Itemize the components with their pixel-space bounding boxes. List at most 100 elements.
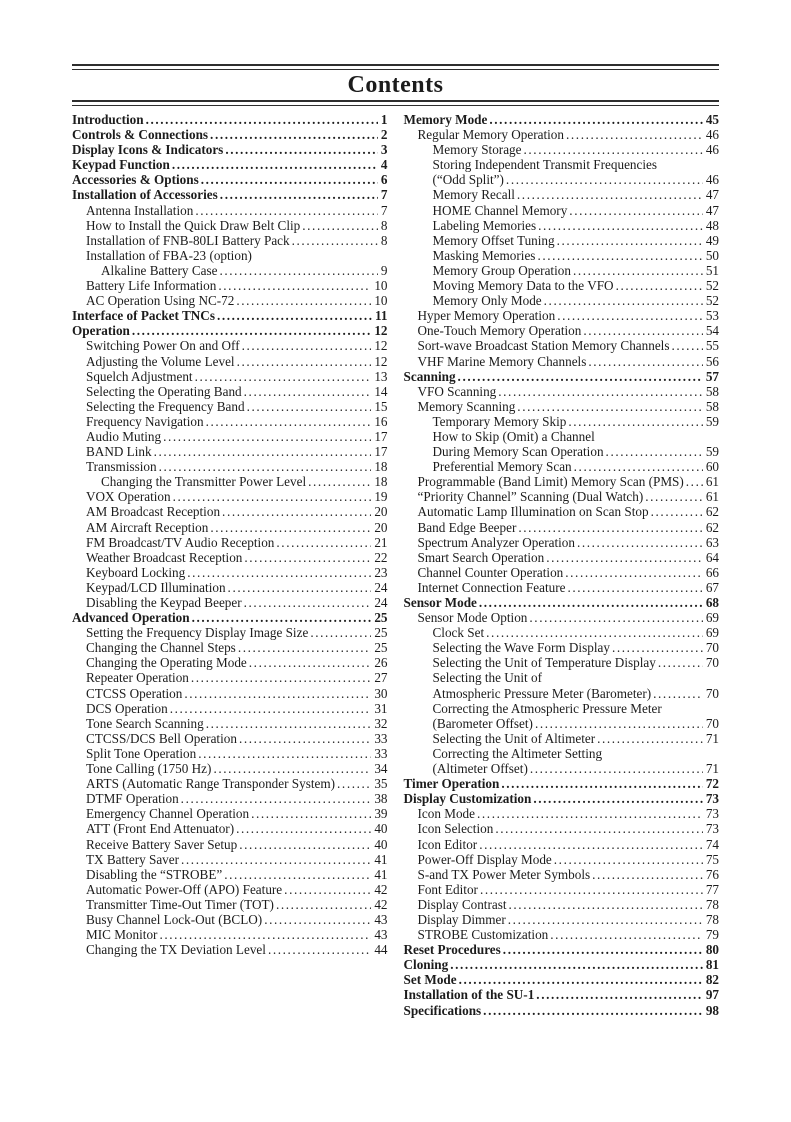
toc-entry: VHF Marine Memory Channels 56	[404, 354, 720, 369]
toc-entry: Split Tone Operation 33	[72, 746, 388, 761]
dot-leader	[195, 369, 372, 384]
toc-entry-page: 32	[374, 715, 388, 731]
toc-entry-page: 40	[374, 836, 388, 852]
toc-entry-label: Changing the Operating Mode	[86, 655, 247, 671]
toc-entry: Selecting the Unit of	[404, 670, 720, 685]
toc-entry-page: 3	[380, 142, 388, 158]
toc-entry: Emergency Channel Operation 39	[72, 806, 388, 821]
toc-entry-page: 61	[705, 474, 719, 490]
dot-leader	[498, 384, 703, 399]
toc-entry-label: Audio Muting	[86, 428, 162, 444]
toc-entry-page: 56	[705, 353, 719, 369]
toc-entry-label: DCS Operation	[86, 700, 168, 716]
toc-entry-label: Memory Recall	[432, 187, 515, 203]
dot-leader	[538, 218, 703, 233]
toc-entry-page: 12	[374, 338, 388, 354]
toc-entry-label: Accessories & Options	[72, 172, 199, 188]
toc-entry-page: 80	[705, 942, 719, 958]
dot-leader	[244, 595, 372, 610]
toc-entry-page: 63	[705, 534, 719, 550]
dot-leader	[489, 112, 702, 127]
dot-leader	[583, 323, 702, 338]
toc-entry-label: Interface of Packet TNCs	[72, 308, 215, 324]
toc-entry-label: Squelch Adjustment	[86, 368, 193, 384]
toc-entry: Alkaline Battery Case 9	[72, 263, 388, 278]
dot-leader	[217, 308, 372, 323]
toc-entry-label: Disabling the “STROBE”	[86, 866, 223, 882]
toc-entry-page: 17	[374, 444, 388, 460]
toc-entry: Memory Scanning 58	[404, 399, 720, 414]
toc-entry: Icon Mode 73	[404, 806, 720, 821]
toc-entry-label: Display Contrast	[417, 896, 507, 912]
dot-leader	[337, 776, 371, 791]
dot-leader	[597, 731, 703, 746]
toc-entry-label: Sort-wave Broadcast Station Memory Chann…	[417, 338, 670, 354]
dot-leader	[612, 640, 703, 655]
toc-entry-label: Spectrum Analyzer Operation	[417, 534, 575, 550]
toc-entry-page: 45	[705, 112, 719, 127]
dot-leader	[276, 535, 371, 550]
toc-entry: S-and TX Power Meter Symbols 76	[404, 867, 720, 882]
toc-entry: Keyboard Locking 23	[72, 565, 388, 580]
toc-entry-label: Adjusting the Volume Level	[86, 353, 235, 369]
toc-entry: Changing the Operating Mode 26	[72, 655, 388, 670]
toc-entry-label: Split Tone Operation	[86, 745, 197, 761]
dot-leader	[195, 203, 378, 218]
dot-leader	[479, 837, 703, 852]
toc-entry-label: (“Odd Split”)	[432, 172, 504, 188]
dot-leader	[537, 248, 702, 263]
toc-entry: Set Mode 82	[404, 972, 720, 987]
toc-entry-label: ARTS (Automatic Range Transponder System…	[86, 776, 336, 792]
toc-entry: DTMF Operation 38	[72, 791, 388, 806]
dot-leader	[573, 263, 703, 278]
toc-entry: Operation 12	[72, 323, 388, 338]
dot-leader	[308, 474, 371, 489]
toc-entry-label: Installation of the SU-1	[403, 987, 535, 1003]
dot-leader	[191, 670, 371, 685]
toc-entry-label: Reset Procedures	[403, 942, 501, 958]
toc-entry-page: 73	[705, 806, 719, 822]
toc-entry-page: 54	[705, 323, 719, 339]
toc-entry-page: 71	[705, 730, 719, 746]
toc-entry-label: Correcting the Atmospheric Pressure Mete…	[432, 700, 662, 716]
toc-entry-label: BAND Link	[86, 444, 152, 460]
dot-leader	[458, 369, 703, 384]
toc-entry-page: 58	[705, 398, 719, 414]
toc-entry: BAND Link 17	[72, 444, 388, 459]
toc-entry-label: Labeling Memories	[432, 217, 537, 233]
toc-entry-page: 8	[380, 232, 388, 248]
toc-entry: Storing Independent Transmit Frequencies	[404, 157, 720, 172]
toc-entry-label: Selecting the Operating Band	[86, 383, 242, 399]
dot-leader	[292, 233, 378, 248]
dot-leader	[524, 142, 703, 157]
toc-entry: Squelch Adjustment 13	[72, 369, 388, 384]
toc-entry-page: 82	[705, 972, 719, 988]
dot-leader	[239, 837, 371, 852]
toc-entry-page: 76	[705, 866, 719, 882]
toc-entry: MIC Monitor 43	[72, 927, 388, 942]
toc-entry: Smart Search Operation 64	[404, 550, 720, 565]
toc-entry-label: Icon Selection	[417, 821, 494, 837]
toc-entry-label: Memory Offset Tuning	[432, 232, 555, 248]
toc-entry-label: Automatic Power-Off (APO) Feature	[86, 881, 283, 897]
toc-left-column: Introduction1Controls & Connections2Disp…	[72, 112, 388, 1018]
dot-leader	[163, 429, 371, 444]
toc-entry-label: One-Touch Memory Operation	[417, 323, 582, 339]
dot-leader	[503, 942, 703, 957]
toc-entry-page: 12	[374, 353, 388, 369]
toc-entry-label: Battery Life Information	[86, 278, 217, 294]
toc-entry: FM Broadcast/TV Audio Reception 21	[72, 535, 388, 550]
toc-entry: Font Editor 77	[404, 882, 720, 897]
toc-entry: Labeling Memories 48	[404, 218, 720, 233]
dot-leader	[606, 444, 703, 459]
toc-entry-label: Selecting the Unit of Temperature Displa…	[432, 655, 656, 671]
toc-columns: Introduction1Controls & Connections2Disp…	[72, 112, 719, 1018]
toc-entry-label: Controls & Connections	[72, 127, 209, 143]
toc-entry: VFO Scanning 58	[404, 384, 720, 399]
toc-entry-label: Introduction	[72, 112, 144, 127]
page-content: Contents Introduction1Controls & Connect…	[72, 64, 719, 1018]
dot-leader	[302, 218, 378, 233]
dot-leader	[201, 172, 378, 187]
dot-leader	[247, 399, 372, 414]
toc-entry: Transmission 18	[72, 459, 388, 474]
